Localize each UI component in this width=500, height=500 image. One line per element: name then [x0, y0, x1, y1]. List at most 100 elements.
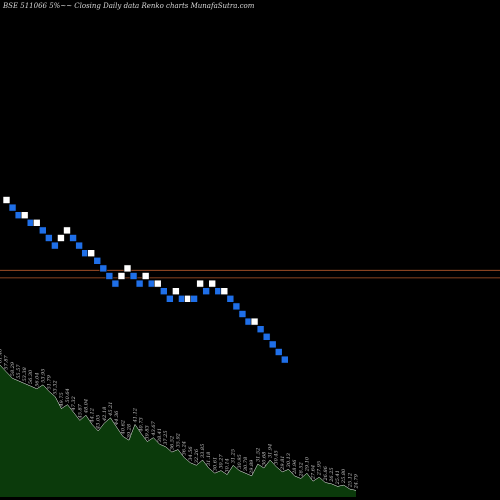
volume-label: 30.78: [243, 457, 249, 471]
volume-line: [0, 364, 357, 491]
volume-label: 39.83: [145, 425, 151, 439]
down-brick: [238, 310, 247, 318]
volume-label: 30.27: [219, 454, 225, 469]
volume-label: 25.80: [341, 468, 347, 484]
up-brick: [63, 226, 71, 235]
chart-title: BSE 511066 5%~~ Closing Daily data Renko…: [2, 2, 255, 10]
down-brick: [280, 355, 289, 364]
up-brick: [117, 272, 126, 280]
volume-label: 24.79: [354, 473, 360, 489]
volume-label: 35.92: [175, 433, 181, 447]
down-brick: [226, 294, 235, 303]
up-brick: [141, 272, 150, 280]
volume-label: 43.05: [96, 415, 102, 430]
down-brick: [8, 203, 17, 212]
volume-label: 51.79: [47, 374, 53, 389]
up-brick: [220, 287, 229, 296]
down-brick: [51, 241, 59, 250]
volume-label: 43.67: [151, 420, 157, 436]
volume-label: 47.32: [71, 396, 77, 411]
volume-label: 40.73: [139, 417, 145, 432]
down-brick: [99, 264, 108, 273]
down-brick: [93, 256, 102, 265]
down-brick: [111, 279, 120, 288]
up-brick: [196, 279, 204, 288]
volume-label: 44.36: [114, 410, 120, 426]
volume-label: 29.10: [304, 456, 310, 472]
volume-label: 25.41: [335, 470, 341, 485]
volume-label: 38.41: [157, 428, 163, 442]
volume-label: 30.14: [225, 458, 231, 472]
up-brick: [153, 279, 162, 288]
volume-label: 28.52: [298, 462, 304, 477]
reference-lines: [0, 269, 500, 279]
volume-label: 45.21: [108, 401, 114, 416]
down-brick: [268, 340, 277, 349]
down-brick: [190, 294, 198, 303]
volume-label: 27.95: [317, 461, 323, 476]
down-brick: [232, 302, 241, 311]
volume-label: 25.12: [347, 473, 353, 488]
volume-label: 61.46: [0, 348, 4, 363]
volume-label: 58.29: [10, 361, 16, 376]
up-brick: [57, 234, 65, 242]
volume-label: 53.32: [53, 380, 59, 394]
volume-label: 53.38: [22, 367, 28, 381]
volume-label: 57.87: [4, 354, 10, 369]
volume-label: 39.28: [126, 424, 132, 438]
volume-label: 56.30: [28, 369, 34, 384]
down-brick: [262, 332, 271, 341]
up-brick: [32, 219, 41, 227]
volume-label: 36.24: [182, 441, 188, 455]
volume-label: 31.18: [206, 452, 212, 466]
volume-label: 30.45: [274, 450, 280, 464]
down-brick: [75, 241, 83, 250]
volume-label: 27.64: [310, 465, 316, 480]
volume-label: 34.56: [188, 446, 194, 461]
volume-label: 31.52: [255, 448, 261, 462]
down-brick: [166, 294, 174, 303]
volume-label: 33.85: [200, 444, 206, 458]
volume-label: 55.57: [16, 364, 22, 379]
volume-area: 61.46 57.87 58.29 55.57 53.38 56.30 56.04 53.95…: [0, 348, 360, 497]
volume-label: 41.12: [133, 408, 139, 423]
volume-label: 56.04: [34, 372, 40, 386]
up-brick: [250, 317, 259, 326]
volume-label: 30.61: [212, 457, 218, 471]
volume-label: 31.94: [268, 444, 274, 458]
volume-label: 28.96: [292, 459, 298, 475]
volume-label: 30.95: [237, 454, 243, 468]
down-brick: [274, 348, 283, 356]
volume-label: 40.62: [120, 420, 126, 435]
up-brick: [87, 249, 95, 257]
down-brick: [160, 287, 168, 296]
volume-label: 30.68: [261, 452, 267, 466]
volume-label: 31.25: [231, 449, 237, 463]
volume-label: 29.89: [249, 459, 255, 475]
down-brick: [105, 272, 114, 280]
volume-label: 37.25: [163, 430, 169, 444]
down-brick: [45, 234, 53, 242]
volume-label: 29.81: [280, 456, 286, 471]
down-brick: [256, 325, 265, 334]
volume-label: 45.87: [77, 403, 83, 419]
up-brick: [2, 196, 11, 204]
volume-label: 53.95: [41, 369, 47, 383]
volume-label: 32.26: [194, 448, 200, 463]
up-brick: [172, 287, 180, 296]
volume-label: 50.64: [65, 388, 71, 402]
volume-label: 26.86: [323, 465, 329, 481]
up-brick: [20, 211, 29, 219]
volume-label: 26.25: [329, 467, 335, 482]
down-brick: [69, 234, 77, 242]
down-brick: [38, 226, 47, 235]
down-brick: [129, 272, 138, 280]
renko-bricks: [2, 196, 289, 364]
volume-label: 42.18: [102, 407, 108, 422]
volume-label: 44.12: [90, 408, 96, 423]
volume-label: 36.52: [169, 436, 175, 450]
volume-label: 48.04: [83, 399, 89, 414]
volume-label: 30.13: [286, 453, 292, 467]
